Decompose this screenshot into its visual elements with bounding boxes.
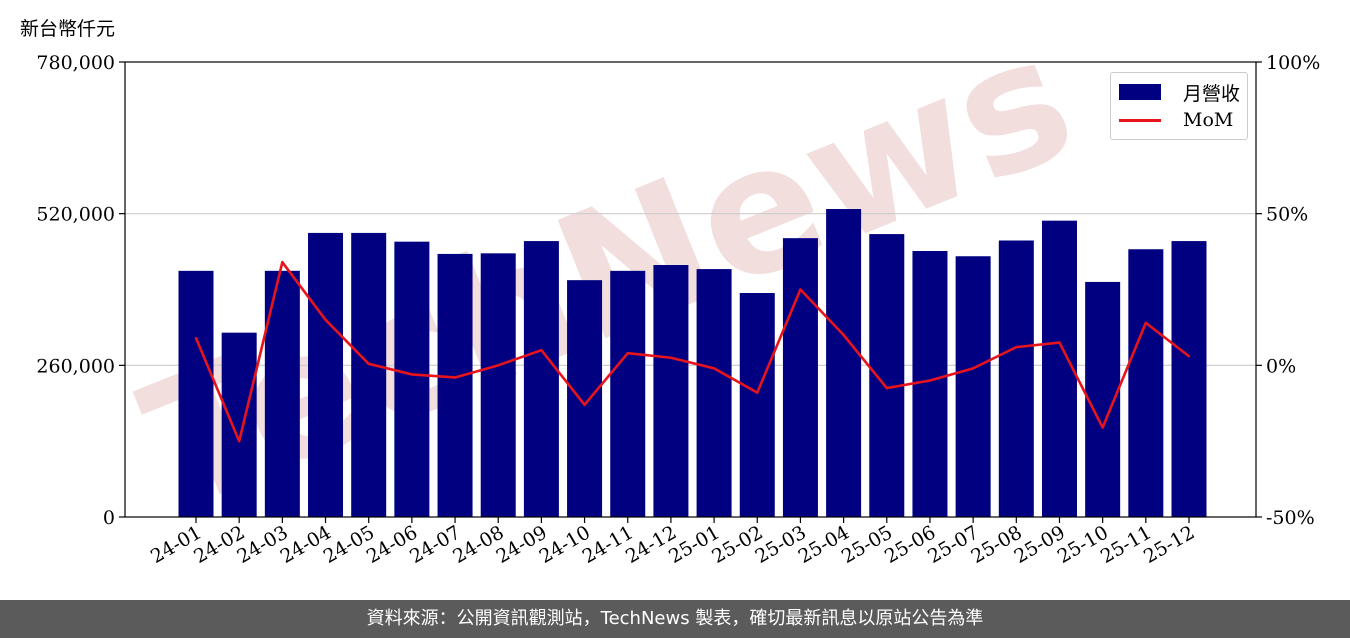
legend: 月營收 MoM <box>1110 72 1248 140</box>
right-tick-label: 100% <box>1266 52 1320 74</box>
bar-25-07 <box>955 256 991 517</box>
bar-25-06 <box>912 251 948 517</box>
x-tick-label: 25-12 <box>1140 521 1198 567</box>
legend-bar-swatch <box>1119 84 1161 100</box>
bar-24-05 <box>351 232 387 517</box>
bar-24-07 <box>437 253 473 517</box>
mom-point-24-09 <box>540 348 543 352</box>
footer-source-note: 資料來源：公開資訊觀測站，TechNews 製表，確切最新訊息以原站公告為準 <box>0 600 1350 638</box>
mom-point-25-09 <box>1058 341 1061 344</box>
bar-24-08 <box>480 253 516 518</box>
mom-point-24-12 <box>669 356 673 359</box>
mom-point-24-01 <box>194 336 198 340</box>
mom-point-24-05 <box>367 362 370 366</box>
bar-25-04 <box>826 209 862 517</box>
mom-point-24-08 <box>497 364 500 367</box>
bar-25-09 <box>1041 220 1077 517</box>
x-axis: 24-0124-0224-0324-0424-0524-0624-0724-08… <box>147 517 1199 568</box>
mom-point-24-03 <box>281 261 284 264</box>
left-tick-label: 0 <box>103 507 115 529</box>
bar-25-03 <box>782 238 818 517</box>
right-tick-label: 0% <box>1266 355 1296 377</box>
unit-label: 新台幣仟元 <box>20 18 116 40</box>
mom-point-25-10 <box>1101 426 1104 429</box>
legend-label-revenue: 月營收 <box>1183 82 1241 105</box>
left-axis: 0 260,000 520,000 780,000 <box>36 52 125 529</box>
mom-point-24-02 <box>237 439 241 443</box>
mom-point-25-08 <box>1015 345 1018 349</box>
bar-24-01 <box>178 270 214 517</box>
legend-entry-mom: MoM <box>1119 107 1233 133</box>
bar-24-04 <box>308 232 344 517</box>
mom-point-25-11 <box>1144 321 1148 325</box>
mom-point-24-11 <box>626 352 629 355</box>
left-tick-label: 520,000 <box>36 204 115 226</box>
right-tick-label: -50% <box>1266 507 1315 529</box>
mom-point-25-05 <box>885 386 888 390</box>
bar-24-02 <box>221 332 257 517</box>
bar-25-12 <box>1171 241 1207 518</box>
bar-25-01 <box>696 269 732 517</box>
mom-point-25-04 <box>842 333 845 337</box>
mom-point-25-03 <box>799 288 802 291</box>
mom-point-25-12 <box>1187 355 1191 358</box>
bar-24-06 <box>394 241 430 517</box>
bar-24-11 <box>610 270 646 517</box>
right-tick-label: 50% <box>1266 204 1308 226</box>
bar-24-10 <box>567 280 603 517</box>
mom-point-24-07 <box>453 376 457 379</box>
bar-25-11 <box>1128 249 1164 517</box>
mom-point-25-06 <box>928 379 932 382</box>
mom-line-series <box>194 260 1191 443</box>
bar-25-05 <box>869 234 905 518</box>
bar-25-08 <box>998 240 1034 517</box>
left-tick-label: 260,000 <box>36 355 115 377</box>
mom-line <box>194 260 1190 443</box>
bar-24-09 <box>523 241 559 518</box>
mom-point-25-01 <box>712 367 716 370</box>
mom-point-24-10 <box>583 403 586 406</box>
left-tick-label: 780,000 <box>36 52 115 74</box>
mom-point-24-04 <box>324 318 327 322</box>
mom-point-25-07 <box>971 367 975 370</box>
mom-point-24-06 <box>410 373 414 376</box>
right-axis: -50% 0% 50% 100% <box>1256 52 1320 529</box>
bar-25-02 <box>739 293 775 517</box>
legend-label-mom: MoM <box>1183 109 1234 131</box>
legend-line-swatch <box>1119 118 1161 122</box>
legend-entry-revenue: 月營收 <box>1119 79 1240 105</box>
bar-24-12 <box>653 265 689 517</box>
mom-point-25-02 <box>756 391 759 394</box>
plot-frame <box>124 61 1257 518</box>
